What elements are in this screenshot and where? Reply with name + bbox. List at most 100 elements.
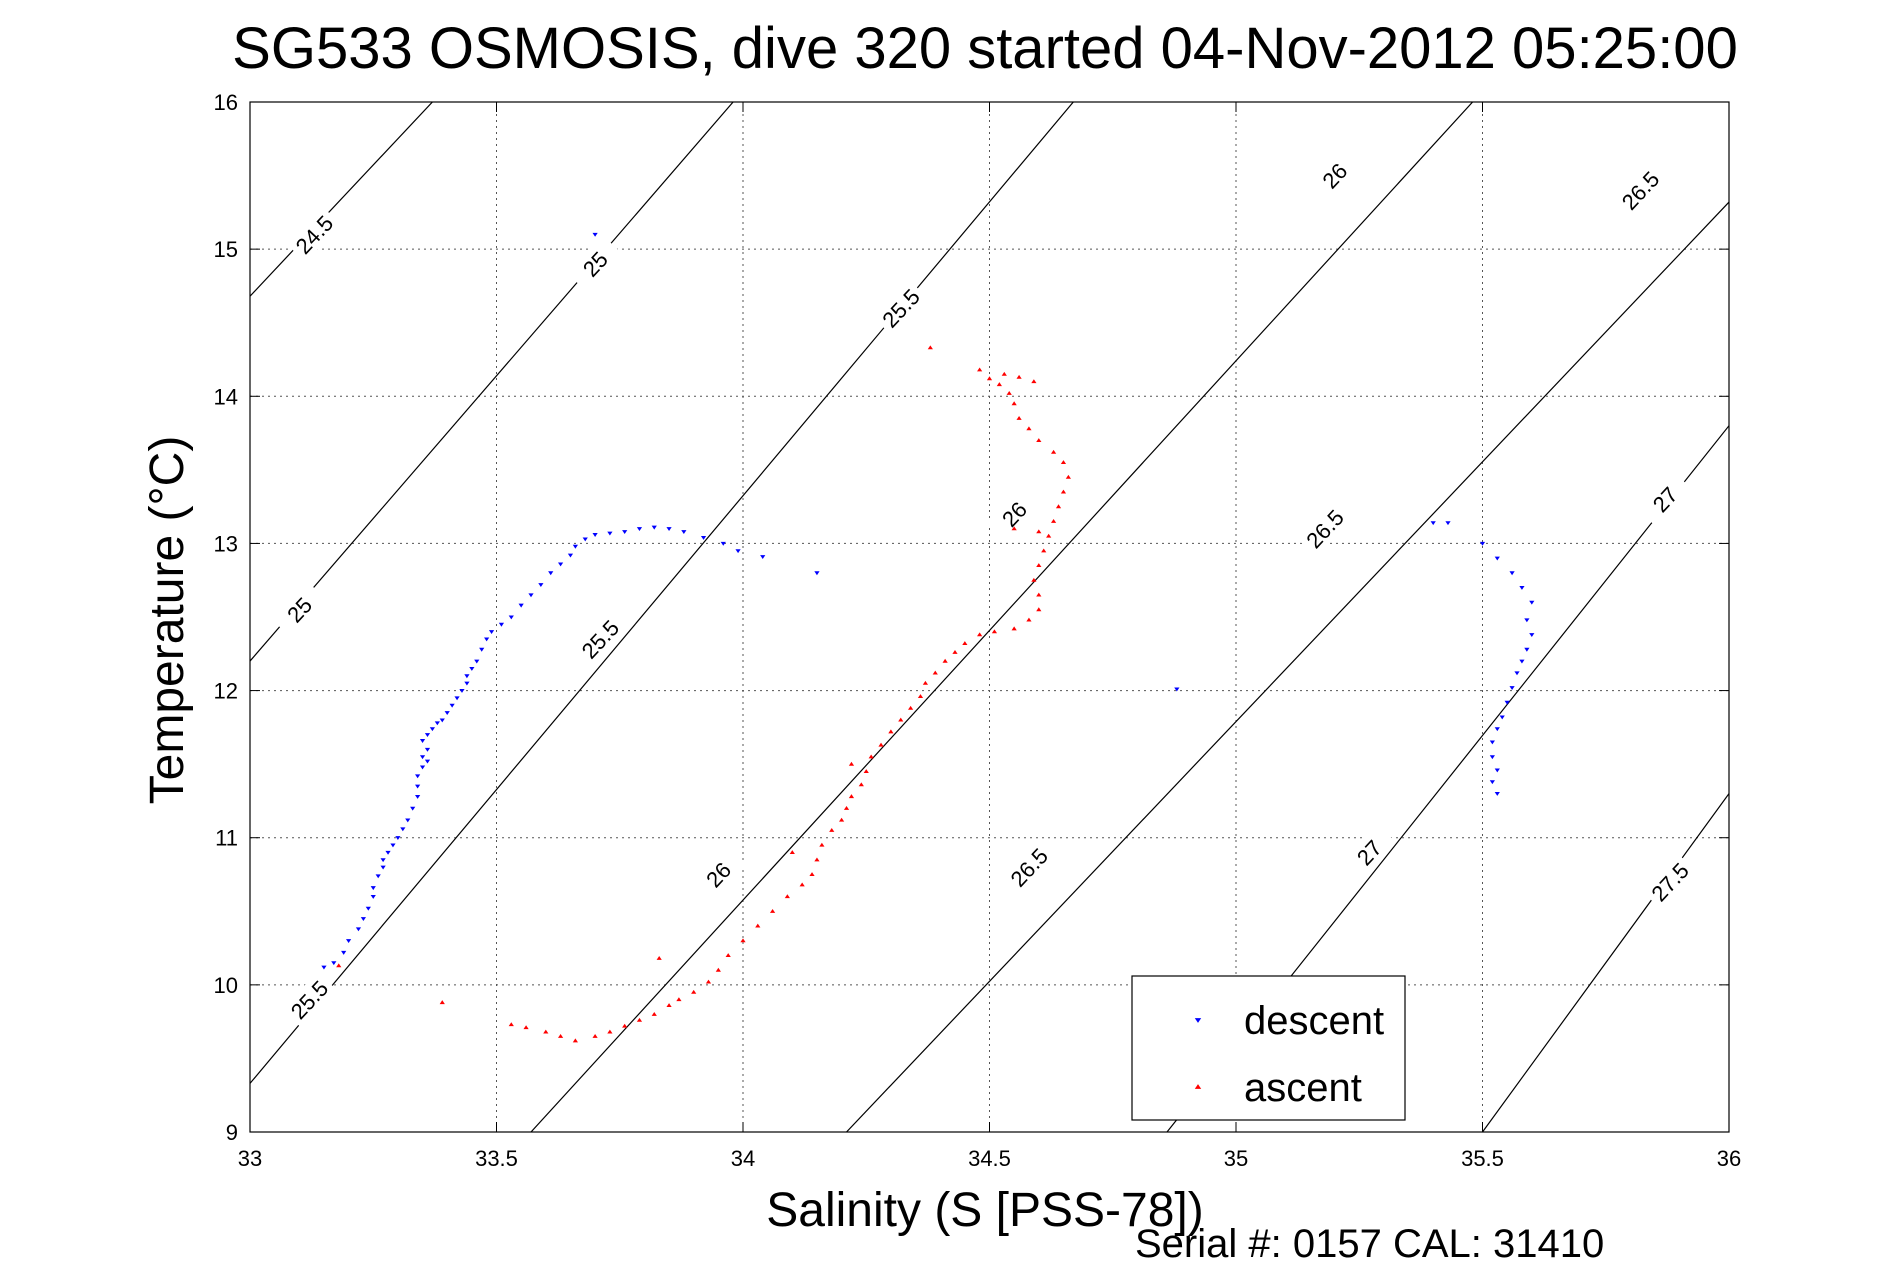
descent-point: [622, 530, 628, 534]
legend-box: [1131, 975, 1406, 1121]
ascent-point: [1036, 592, 1042, 597]
descent-point: [636, 527, 643, 532]
density-contour: [250, 102, 1074, 1084]
ascent-point: [1036, 563, 1042, 568]
descent-point: [415, 784, 421, 789]
contour-label-bg: [1307, 147, 1362, 204]
descent-point: [1504, 700, 1510, 705]
ascent-point: [1060, 489, 1067, 494]
descent-point: [651, 525, 657, 530]
ascent-point: [809, 872, 815, 877]
ascent-point: [1001, 371, 1007, 376]
descent-point: [1430, 521, 1436, 526]
ascent-point: [1016, 374, 1022, 379]
ascent-point: [1031, 577, 1037, 582]
ascent-point: [592, 1034, 598, 1038]
ascent-point: [1011, 401, 1017, 406]
ascent-point: [691, 989, 697, 994]
ascent-point: [651, 1011, 657, 1016]
descent-point: [1509, 686, 1515, 690]
x-tick-label: 34: [731, 1146, 755, 1171]
descent-point: [1445, 521, 1451, 526]
ascent-point: [1060, 460, 1067, 465]
ascent-point: [917, 694, 924, 699]
x-axis-label: Salinity (S [PSS-78]): [766, 1184, 1203, 1237]
ascent-point: [705, 979, 712, 984]
descent-point: [1489, 740, 1495, 745]
ascent-point: [927, 345, 933, 350]
ascent-point: [607, 1029, 613, 1034]
ascent-point: [1011, 626, 1017, 631]
descent-point: [1489, 755, 1495, 760]
legend-marker-ascent: [1194, 1084, 1202, 1089]
descent-point: [380, 865, 386, 870]
x-tick-label: 34.5: [968, 1146, 1011, 1171]
ascent-point: [1016, 416, 1022, 420]
descent-point: [474, 659, 480, 664]
descent-point: [429, 727, 436, 732]
descent-point: [380, 858, 386, 863]
descent-point: [720, 541, 726, 546]
contour-label-bg: [1341, 824, 1397, 881]
descent-point: [1494, 727, 1500, 732]
descent-point: [814, 571, 820, 576]
descent-point: [1519, 659, 1525, 664]
ascent-point: [898, 717, 904, 722]
ascent-point: [922, 680, 929, 685]
descent-point: [592, 533, 598, 537]
descent-point: [700, 535, 707, 540]
descent-point: [760, 555, 766, 560]
descent-point: [1509, 571, 1515, 576]
descent-point: [469, 666, 475, 671]
ascent-point: [769, 908, 776, 913]
axis-ticks: 33 33.5 34 34.5 35 35.5 36 9 10 11 12 13 14 15 16: [214, 90, 1742, 1171]
descent-point: [346, 939, 352, 944]
ascent-point: [1026, 426, 1032, 431]
descent-point: [735, 549, 741, 554]
ascent-point: [784, 894, 790, 899]
x-tick-label: 35: [1224, 1146, 1248, 1171]
descent-point: [365, 906, 371, 911]
ascent-point: [557, 1034, 564, 1038]
ascent-point: [656, 956, 662, 960]
density-contour: [250, 102, 433, 297]
ascent-point: [858, 782, 864, 787]
ascent-point: [848, 761, 855, 766]
descent-point: [1529, 633, 1535, 637]
descent-point: [424, 733, 431, 738]
descent-point: [557, 562, 564, 567]
contour-label-bg: [286, 206, 342, 263]
descent-point: [395, 836, 401, 841]
descent-point: [321, 965, 327, 970]
ascent-point: [789, 850, 795, 854]
descent-point: [459, 689, 465, 693]
descent-point: [528, 593, 534, 598]
density-contour: [1482, 793, 1729, 1132]
contour-label-bg: [572, 611, 628, 667]
x-tick-label: 35.5: [1461, 1146, 1504, 1171]
descent-point: [419, 739, 426, 743]
contour-label-bg: [567, 236, 623, 292]
y-tick-label: 14: [214, 384, 238, 409]
descent-point: [592, 232, 598, 237]
descent-point: [444, 711, 450, 715]
ascent-point: [863, 769, 869, 774]
ascent-point: [843, 805, 850, 810]
descent-point: [1489, 780, 1495, 785]
ascent-point: [622, 1023, 628, 1028]
descent-point: [1514, 671, 1520, 676]
descent-point: [410, 806, 416, 811]
contour-label-bg: [281, 971, 337, 1028]
ascent-point: [1041, 548, 1047, 553]
y-tick-label: 12: [214, 679, 238, 704]
contour-label-bg: [1642, 854, 1698, 910]
descent-point: [419, 765, 426, 770]
ascent-point: [991, 629, 998, 634]
ascent-point: [819, 842, 825, 847]
contour-label-bg: [691, 846, 746, 903]
ascent-point: [977, 632, 983, 637]
y-axis-label: Temperature (°C): [141, 436, 194, 805]
ascent-point: [666, 1003, 672, 1008]
descent-point: [484, 637, 490, 642]
